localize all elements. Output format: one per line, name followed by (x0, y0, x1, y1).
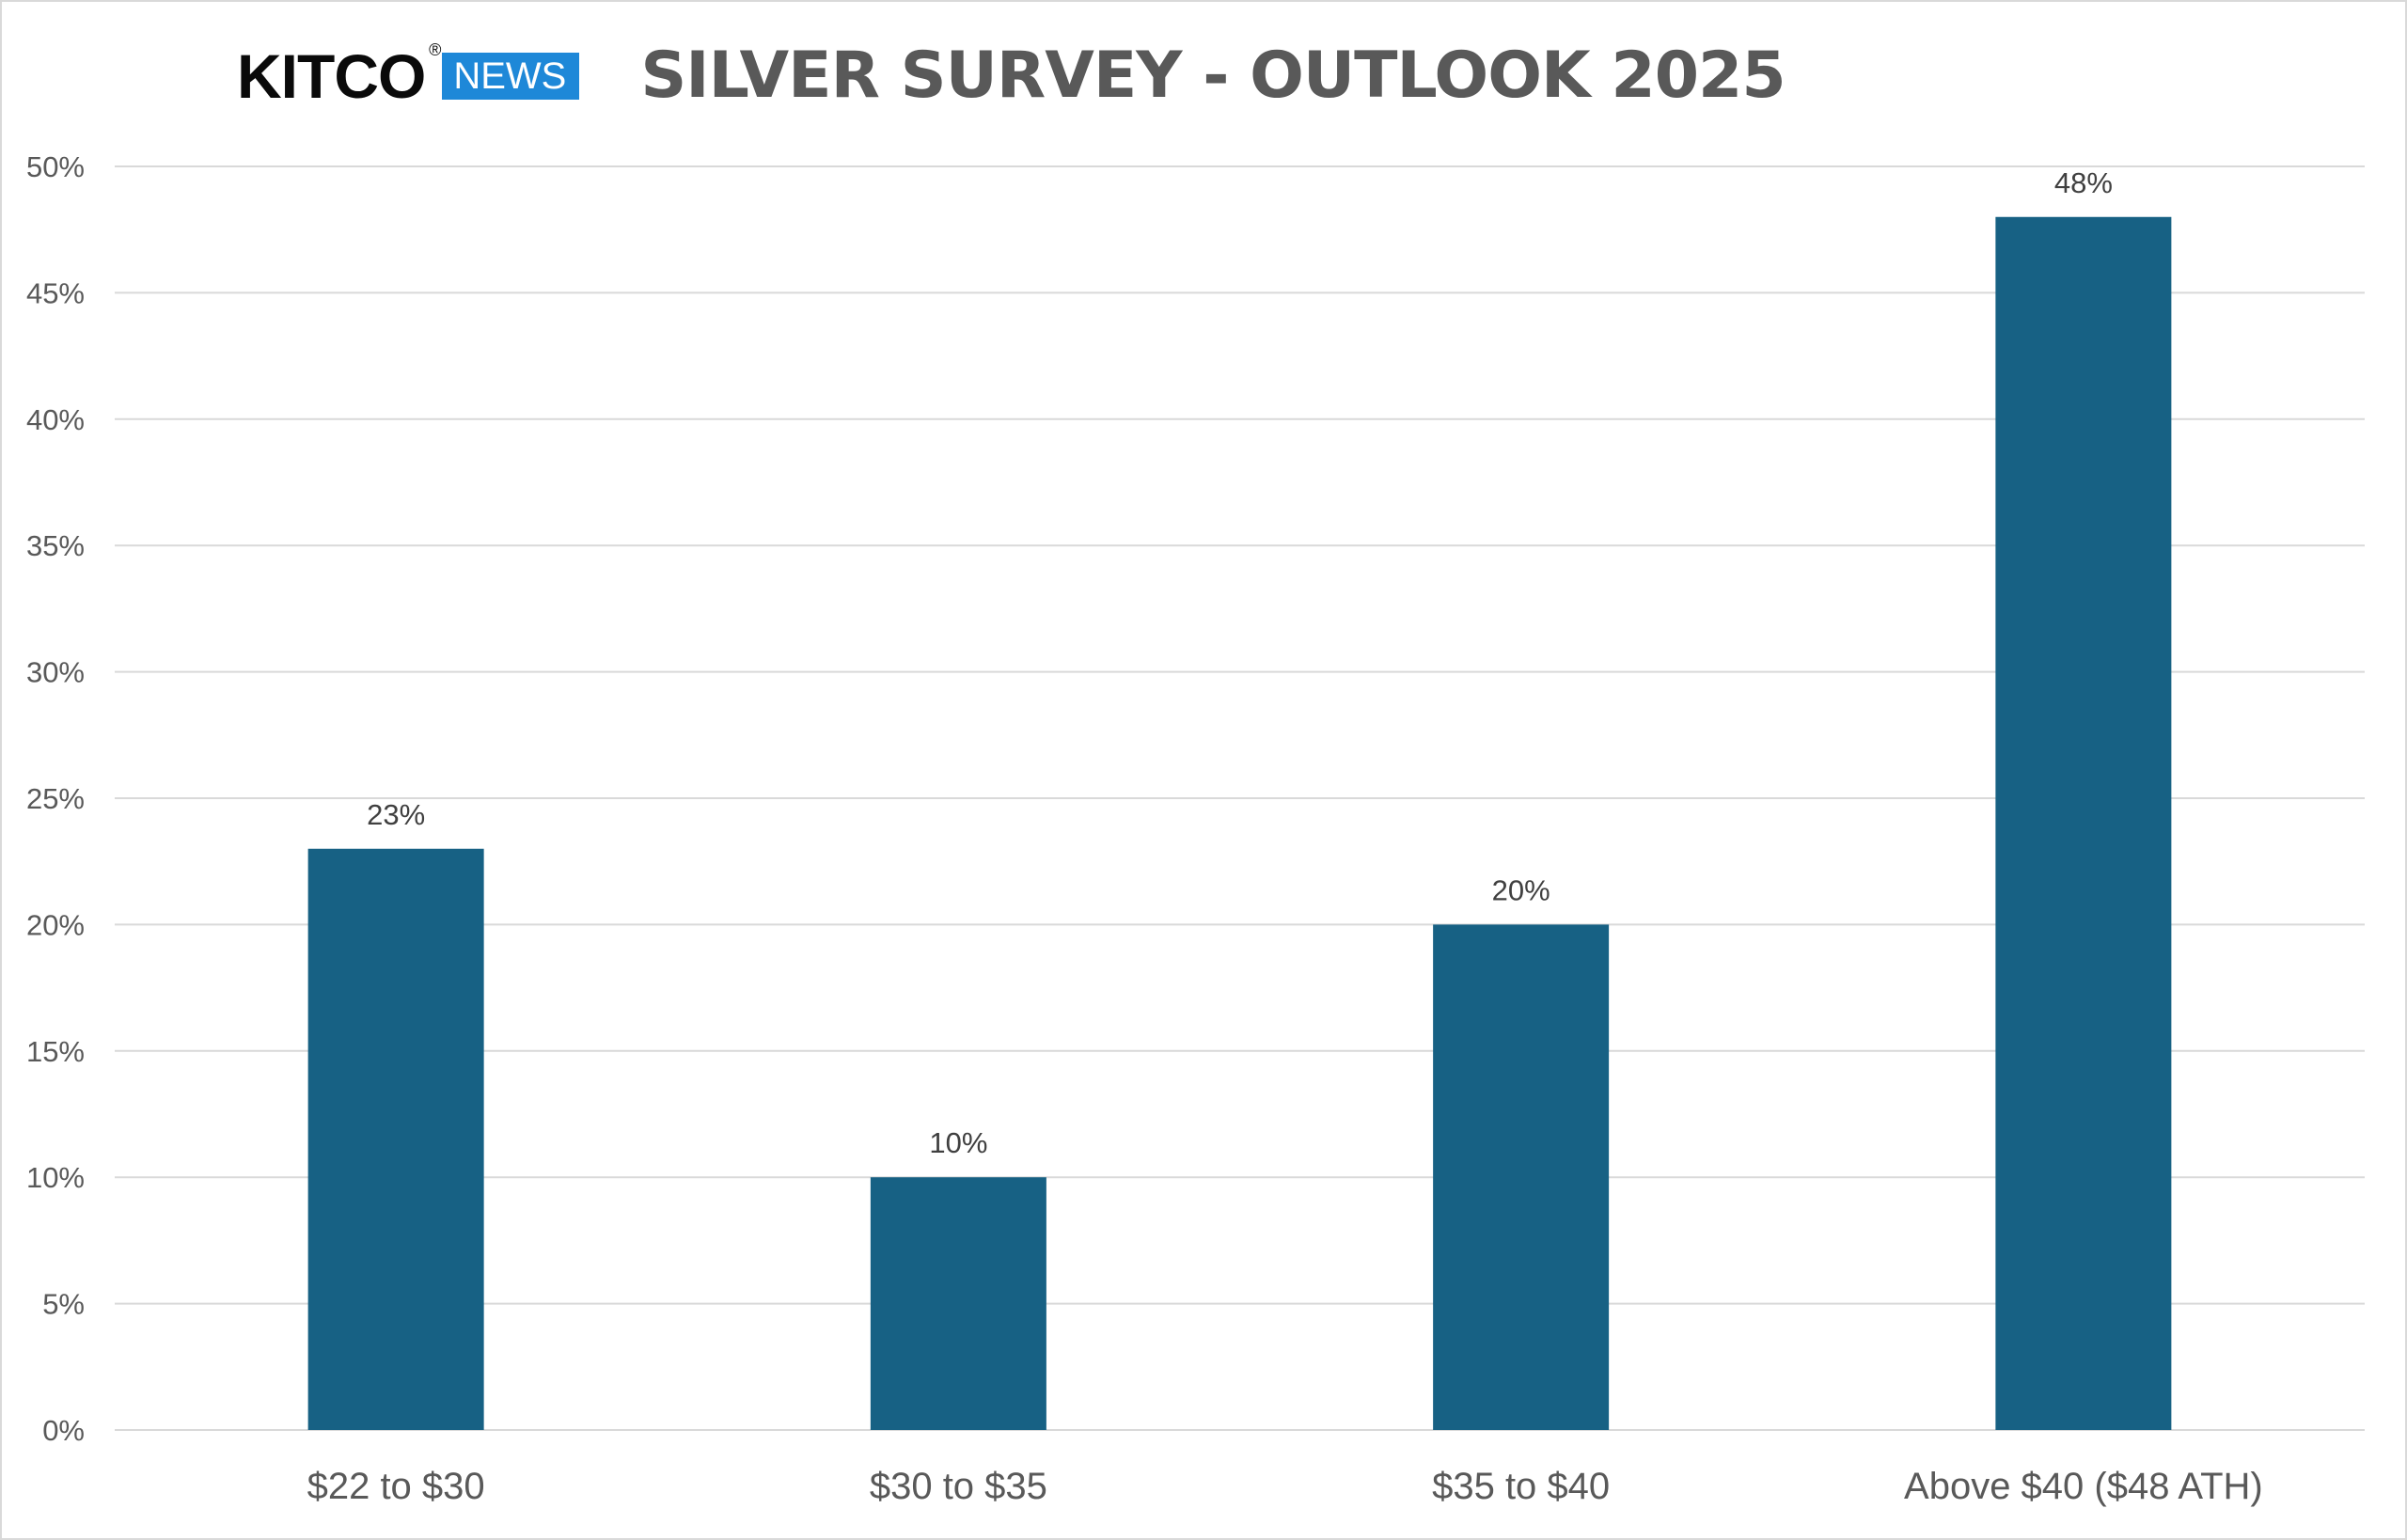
gridlines (115, 165, 2365, 1431)
y-tick-label: 30% (26, 656, 85, 689)
logo-brand-text: KITCO (237, 41, 426, 111)
logo-news-badge: NEWS (442, 53, 580, 100)
data-label: 48% (2054, 166, 2113, 199)
bars (307, 216, 2172, 1430)
bar (1995, 216, 2172, 1430)
y-tick-label: 40% (26, 403, 85, 436)
x-category-label: Above $40 ($48 ATH) (1904, 1466, 2263, 1507)
y-tick-label: 20% (26, 908, 85, 941)
x-category-label: $35 to $40 (1432, 1466, 1610, 1507)
kitco-news-logo: KITCO ® NEWS (237, 41, 580, 107)
registered-mark: ® (429, 40, 441, 59)
x-axis-category-labels: $22 to $30 $30 to $35 $35 to $40 Above $40 … (307, 1466, 2263, 1507)
x-category-label: $22 to $30 (307, 1466, 485, 1507)
y-tick-label: 35% (26, 529, 85, 562)
data-labels: 23% 10% 20% 48% (367, 166, 2113, 1159)
bar (307, 848, 484, 1430)
data-label: 23% (367, 798, 425, 831)
bar (870, 1177, 1046, 1430)
data-label: 10% (929, 1126, 987, 1159)
logo-brand: KITCO ® (237, 41, 441, 107)
y-tick-label: 25% (26, 782, 85, 815)
y-tick-label: 0% (42, 1414, 85, 1447)
y-tick-label: 5% (42, 1288, 85, 1321)
data-label: 20% (1492, 873, 1550, 906)
y-tick-label: 15% (26, 1035, 85, 1068)
y-tick-label: 10% (26, 1161, 85, 1194)
x-category-label: $30 to $35 (870, 1466, 1047, 1507)
chart-title: SILVER SURVEY - OUTLOOK 2025 (640, 39, 1786, 113)
y-axis-tick-labels: 0% 5% 10% 15% 20% 25% 30% 35% 40% 45% 50% (26, 150, 85, 1447)
y-tick-label: 45% (26, 276, 85, 309)
bar (1433, 924, 1610, 1430)
y-tick-label: 50% (26, 150, 85, 183)
